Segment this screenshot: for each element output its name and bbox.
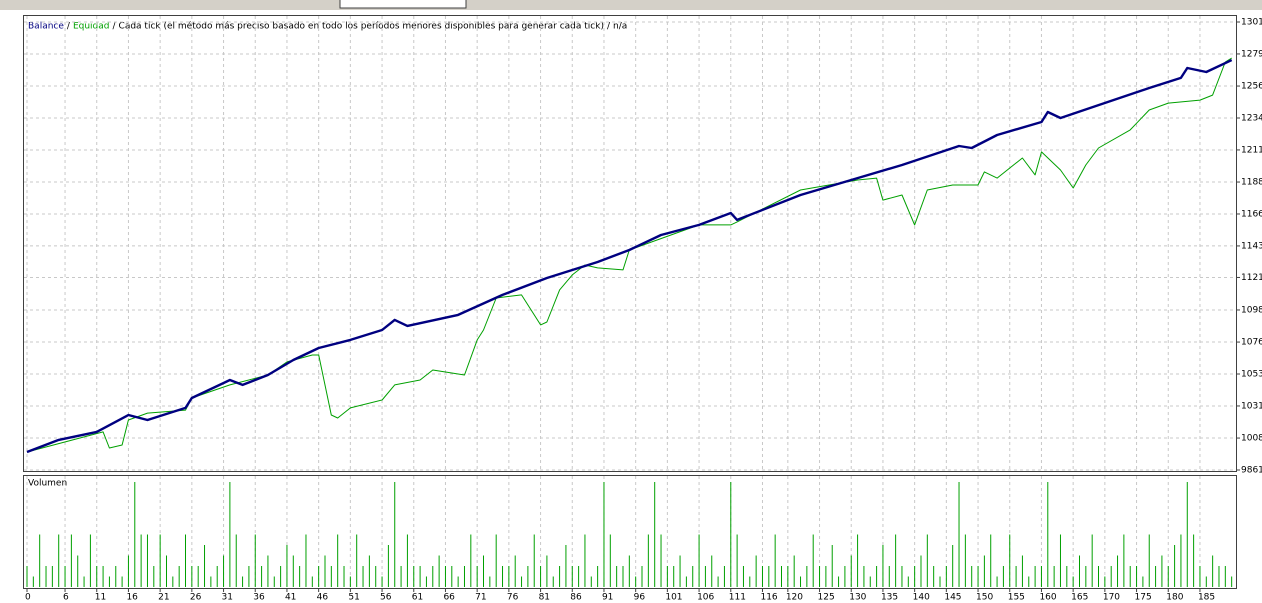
x-tick-label: 135 bbox=[881, 593, 898, 603]
y-tick-label: 11664 bbox=[1241, 209, 1262, 219]
price-panel bbox=[23, 15, 1237, 472]
y-tick-label: 10086 bbox=[1241, 434, 1262, 444]
x-tick-label: 76 bbox=[507, 593, 519, 603]
x-tick-label: 71 bbox=[475, 593, 486, 603]
legend: Balance bbox=[28, 22, 64, 32]
y-tick-label: 11889 bbox=[1241, 178, 1262, 188]
x-tick-label: 150 bbox=[976, 593, 993, 603]
x-tick-label: 81 bbox=[539, 593, 550, 603]
legend-separator: / bbox=[113, 22, 117, 32]
y-tick-label: 11439 bbox=[1241, 241, 1262, 251]
legend-separator: / bbox=[607, 22, 611, 32]
y-tick-label: 10537 bbox=[1241, 370, 1262, 380]
x-tick-label: 180 bbox=[1166, 593, 1183, 603]
y-tick-label: 10988 bbox=[1241, 305, 1262, 315]
x-tick-label: 51 bbox=[348, 593, 359, 603]
y-tick-label: 12565 bbox=[1241, 82, 1262, 92]
legend-separator: / bbox=[67, 22, 71, 32]
y-tick-label: 12115 bbox=[1241, 145, 1262, 155]
series-line bbox=[26, 59, 1233, 454]
x-tick-label: 120 bbox=[786, 593, 803, 603]
y-tick-label: 11217 bbox=[1241, 273, 1262, 283]
x-tick-label: 36 bbox=[253, 593, 265, 603]
x-tick-label: 41 bbox=[285, 593, 296, 603]
x-tick-label: 46 bbox=[317, 593, 329, 603]
x-tick-label: 145 bbox=[944, 593, 961, 603]
active-tab[interactable] bbox=[339, 0, 467, 9]
x-tick-label: 160 bbox=[1039, 593, 1056, 603]
x-tick-label: 175 bbox=[1135, 593, 1152, 603]
y-tick-label: 10312 bbox=[1241, 401, 1262, 411]
legend-balance: Balance bbox=[28, 22, 64, 32]
x-tick-label: 106 bbox=[697, 593, 714, 603]
x-tick-label: 21 bbox=[158, 593, 169, 603]
y-tick-label: 10762 bbox=[1241, 338, 1262, 348]
x-tick-label: 6 bbox=[63, 593, 69, 603]
model-note: n/a bbox=[613, 22, 627, 32]
x-tick-label: 31 bbox=[222, 593, 233, 603]
x-tick-label: 170 bbox=[1103, 593, 1120, 603]
y-tick-label: 9861 bbox=[1241, 466, 1262, 476]
volume-title: Volumen bbox=[28, 479, 67, 489]
x-tick-label: 116 bbox=[760, 593, 777, 603]
x-tick-label: 26 bbox=[190, 593, 202, 603]
legend-equity: Equidad bbox=[73, 22, 110, 32]
x-tick-label: 0 bbox=[25, 593, 31, 603]
x-tick-label: 155 bbox=[1008, 593, 1025, 603]
x-tick-label: 86 bbox=[570, 593, 582, 603]
model-description: Cada tick (el método más preciso basado … bbox=[119, 21, 604, 32]
x-tick-label: 111 bbox=[729, 593, 746, 603]
x-tick-label: 165 bbox=[1071, 593, 1088, 603]
x-tick-label: 96 bbox=[634, 593, 646, 603]
volume-panel bbox=[23, 475, 1237, 589]
x-tick-label: 140 bbox=[913, 593, 930, 603]
tab-strip bbox=[0, 0, 1262, 10]
x-tick-label: 11 bbox=[95, 593, 106, 603]
series-line bbox=[26, 57, 1232, 453]
x-tick-label: 91 bbox=[602, 593, 613, 603]
x-tick-label: 125 bbox=[818, 593, 835, 603]
x-tick-label: 66 bbox=[443, 593, 455, 603]
y-tick-label: 12340 bbox=[1241, 113, 1262, 123]
y-tick-label: 13016 bbox=[1241, 18, 1262, 28]
x-tick-label: 56 bbox=[380, 593, 392, 603]
x-tick-label: 101 bbox=[665, 593, 682, 603]
x-tick-label: 16 bbox=[126, 593, 138, 603]
x-tick-label: 61 bbox=[412, 593, 423, 603]
x-tick-label: 130 bbox=[849, 593, 866, 603]
x-tick-label: 185 bbox=[1198, 593, 1215, 603]
